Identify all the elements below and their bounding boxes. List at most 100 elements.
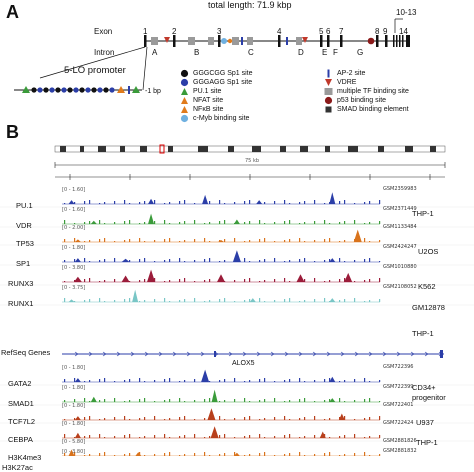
strand-arrow — [88, 351, 93, 357]
signal-noise — [299, 202, 301, 204]
signal-noise — [184, 435, 186, 438]
signal-noise — [124, 278, 126, 282]
strand-arrow — [200, 351, 205, 357]
signal-noise — [264, 238, 266, 242]
signal-noise — [139, 280, 141, 282]
strand-arrow — [270, 351, 275, 357]
signal-noise — [284, 240, 286, 242]
signal-noise — [139, 418, 141, 420]
legend-item: NFκB site — [178, 105, 253, 114]
signal-noise — [209, 436, 211, 438]
signal-noise — [369, 398, 371, 402]
signal-peak — [329, 376, 336, 382]
signal-noise — [329, 259, 331, 262]
signal-noise — [144, 381, 146, 382]
signal-noise — [299, 280, 301, 282]
signal-noise — [264, 202, 266, 204]
cell-line-label: CD34+ — [412, 383, 436, 392]
signal-noise — [164, 434, 166, 438]
signal-noise — [194, 400, 196, 402]
signal-noise — [304, 381, 306, 382]
track-accession-label: GSM1010880 — [383, 264, 417, 270]
exon-number-3: 3 — [217, 27, 222, 36]
signal-noise — [339, 258, 341, 262]
signal-noise — [329, 378, 331, 382]
signal-noise — [164, 260, 166, 262]
signal-noise — [129, 379, 131, 382]
signal-noise — [314, 380, 316, 382]
signal-noise — [64, 453, 66, 456]
signal-noise — [219, 435, 221, 438]
signal-noise — [144, 279, 146, 282]
dark-square-icon — [325, 106, 331, 113]
signal-noise — [299, 452, 301, 456]
signal-noise — [194, 239, 196, 242]
signal-noise — [329, 280, 331, 282]
signal-noise — [264, 452, 266, 456]
signal-noise — [324, 220, 326, 224]
signal-noise — [224, 220, 226, 224]
signal-noise — [369, 222, 371, 224]
strand-arrow — [214, 351, 219, 357]
signal-noise — [104, 280, 106, 282]
signal-noise — [369, 258, 371, 262]
signal-noise — [354, 453, 356, 456]
strand-arrow — [382, 351, 387, 357]
signal-noise — [89, 380, 91, 382]
signal-peak — [211, 389, 218, 402]
signal-noise — [244, 398, 246, 402]
signal-noise — [179, 381, 181, 382]
intron-letter-g: G — [357, 48, 364, 57]
signal-noise — [179, 241, 181, 242]
strand-arrow — [116, 351, 121, 357]
legend-item: SMAD binding element — [322, 105, 409, 114]
signal-noise — [259, 220, 261, 224]
signal-noise — [379, 261, 381, 262]
signal-noise — [344, 200, 346, 204]
signal-noise — [124, 240, 126, 242]
intron-letter-a: A — [152, 48, 158, 57]
signal-noise — [104, 418, 106, 420]
signal-noise — [144, 417, 146, 420]
legend-label: p53 binding site — [337, 97, 387, 104]
signal-noise — [129, 434, 131, 438]
signal-noise — [234, 202, 236, 204]
signal-noise — [274, 279, 276, 282]
signal-noise — [104, 238, 106, 242]
signal-peak — [329, 298, 336, 302]
signal-peak — [329, 258, 336, 262]
signal-noise — [204, 202, 206, 204]
intron-letter-c: C — [248, 48, 254, 57]
darkred-circle-icon — [324, 96, 332, 105]
signal-noise — [114, 436, 116, 438]
signal-noise — [224, 298, 226, 302]
signal-noise — [89, 435, 91, 438]
signal-noise — [144, 222, 146, 224]
signal-noise — [209, 222, 211, 224]
legend-item: GGGCGG Sp1 site — [178, 69, 253, 78]
signal-noise — [314, 416, 316, 420]
signal-peak — [90, 220, 97, 224]
legend-item: multiple TF binding site — [322, 87, 409, 96]
signal-noise — [129, 453, 131, 456]
signal-noise — [274, 222, 276, 224]
signal-noise — [169, 280, 171, 282]
strand-arrow — [256, 351, 261, 357]
signal-noise — [204, 223, 206, 224]
signal-peak — [74, 416, 81, 420]
signal-noise — [104, 223, 106, 224]
track-accession-label: GSM2424247 — [383, 244, 417, 250]
signal-noise — [194, 379, 196, 382]
track-accession-label: GSM1133484 — [383, 224, 417, 230]
signal-peak — [344, 272, 353, 282]
signal-noise — [194, 419, 196, 420]
signal-noise — [179, 398, 181, 402]
signal-noise — [204, 399, 206, 402]
strand-arrow — [424, 351, 429, 357]
signal-noise — [264, 378, 266, 382]
signal-noise — [304, 222, 306, 224]
signal-noise — [179, 201, 181, 204]
signal-noise — [219, 221, 221, 224]
signal-noise — [364, 452, 366, 456]
signal-noise — [84, 241, 86, 242]
